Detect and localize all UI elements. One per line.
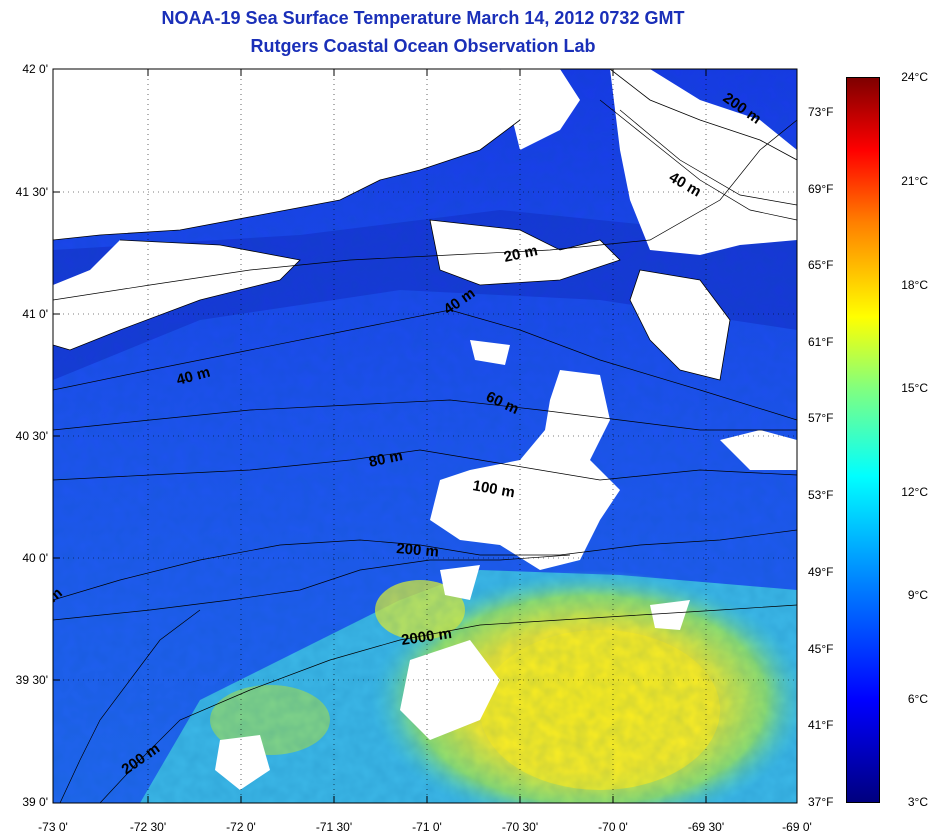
- map-subtitle: Rutgers Coastal Ocean Observation Lab: [250, 36, 596, 56]
- fahrenheit-label: 41°F: [808, 718, 834, 732]
- lon-label: -72 0': [226, 820, 256, 834]
- lat-label: 42 0': [22, 62, 48, 76]
- fahrenheit-label: 65°F: [808, 258, 834, 272]
- celsius-label: 15°C: [901, 381, 928, 395]
- celsius-label: 6°C: [907, 692, 928, 706]
- lat-label: 41 30': [15, 185, 48, 199]
- fahrenheit-label: 49°F: [808, 565, 834, 579]
- celsius-label: 9°C: [907, 588, 928, 602]
- celsius-label: 24°C: [901, 70, 928, 84]
- lon-label: -71 30': [315, 820, 353, 834]
- lat-label: 40 0': [22, 551, 48, 565]
- temperature-colorbar: [846, 77, 880, 803]
- isobath-contours: [53, 99, 797, 803]
- fahrenheit-label: 53°F: [808, 488, 834, 502]
- tick-marks: [53, 69, 707, 803]
- isobath-label: 80 m: [367, 447, 404, 471]
- fahrenheit-label: 37°F: [808, 795, 834, 809]
- celsius-label: 12°C: [901, 485, 928, 499]
- isobath-label: 200 m: [396, 540, 440, 561]
- graticule: [53, 69, 797, 803]
- isobath-label: 2000 m: [400, 625, 453, 649]
- fahrenheit-label: 69°F: [808, 182, 834, 196]
- coastline: [53, 69, 797, 381]
- celsius-label: 3°C: [907, 795, 928, 809]
- land-and-clouds: [53, 69, 797, 790]
- lat-label: 39 30': [15, 673, 48, 687]
- lon-label: -72 30': [129, 820, 167, 834]
- fahrenheit-label: 73°F: [808, 105, 834, 119]
- lat-label: 41 0': [22, 307, 48, 321]
- celsius-label: 18°C: [901, 278, 928, 292]
- fahrenheit-label: 61°F: [808, 335, 834, 349]
- fahrenheit-label: 57°F: [808, 411, 834, 425]
- lat-label: 39 0': [22, 795, 48, 809]
- lon-label: -69 30': [687, 820, 725, 834]
- lon-label: -70 30': [501, 820, 539, 834]
- lon-label: -69 0': [782, 820, 812, 834]
- sst-map: 200 m 40 m 20 m 40 m 40 m 60 m 80 m 100 …: [52, 68, 798, 804]
- celsius-label: 21°C: [901, 174, 928, 188]
- lon-label: -70 0': [598, 820, 628, 834]
- isobath-label: 20 m: [502, 242, 539, 266]
- lon-label: -73 0': [38, 820, 68, 834]
- lon-label: -71 0': [412, 820, 442, 834]
- lat-label: 40 30': [15, 429, 48, 443]
- fahrenheit-label: 45°F: [808, 642, 834, 656]
- map-title: NOAA-19 Sea Surface Temperature March 14…: [161, 8, 685, 28]
